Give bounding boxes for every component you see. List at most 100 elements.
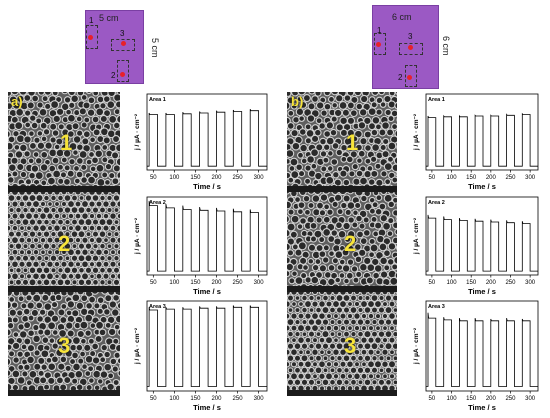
nanotube-pore — [20, 226, 25, 231]
nanotube-pore — [354, 325, 359, 330]
nanotube-pore — [382, 349, 388, 355]
nanotube-pore — [8, 358, 11, 366]
nanotube-pore — [359, 249, 366, 256]
nanotube-pore — [322, 343, 328, 349]
x-tick-label: 300 — [254, 280, 265, 286]
chart-title: Area 1 — [149, 97, 166, 103]
nanotube-pore — [23, 308, 30, 315]
nanotube-pore — [42, 96, 48, 102]
nanotube-pore — [109, 301, 116, 308]
nanotube-pore — [54, 261, 60, 267]
nanotube-pore — [17, 135, 25, 143]
nanotube-pore — [354, 373, 361, 380]
nanotube-pore — [380, 257, 388, 265]
nanotube-pore — [346, 156, 353, 163]
nanotube-pore — [15, 122, 23, 130]
nanotube-pore — [375, 314, 380, 319]
x-tick-label: 50 — [150, 175, 157, 181]
nanotube-pore — [365, 295, 370, 300]
nanotube-pore — [341, 156, 347, 162]
nanotube-pore — [99, 329, 106, 336]
nanotube-pore — [8, 237, 11, 242]
nanotube-pore — [96, 225, 102, 231]
nanotube-pore — [103, 225, 109, 231]
nanotube-pore — [364, 379, 370, 385]
nanotube-pore — [371, 129, 377, 135]
nanotube-pore — [330, 320, 335, 325]
nanotube-pore — [79, 108, 86, 115]
nanotube-pore — [388, 201, 394, 207]
nanotube-pore — [68, 273, 74, 279]
nanotube-pore — [93, 279, 99, 285]
nanotube-pore — [287, 349, 290, 355]
nanotube-pore — [331, 159, 338, 166]
nanotube-pore — [329, 343, 335, 349]
nanotube-pore — [9, 280, 14, 285]
nanotube-pore — [17, 351, 23, 357]
nanotube-pore — [337, 367, 343, 373]
nanotube-pore — [77, 144, 84, 151]
nanotube-pore — [9, 164, 17, 172]
nanotube-pore — [333, 374, 338, 379]
nanotube-pore — [61, 226, 66, 231]
nanotube-pore — [76, 171, 83, 178]
nanotube-pore — [55, 294, 61, 300]
nanotube-pore — [89, 201, 95, 207]
nanotube-pore — [16, 195, 22, 201]
nanotube-pore — [311, 135, 318, 142]
nanotube-pore — [37, 244, 42, 249]
nanotube-pore — [390, 326, 395, 331]
nanotube-pore — [358, 295, 363, 300]
nanotube-pore — [354, 301, 359, 306]
nanotube-pore — [305, 301, 312, 308]
nanotube-pore — [306, 350, 311, 355]
chart-title: Area 2 — [149, 200, 166, 206]
nanotube-pore — [42, 337, 49, 344]
nanotube-pore — [26, 201, 32, 207]
nanotube-pore — [395, 229, 397, 235]
nanotube-pore — [85, 355, 93, 363]
nanotube-pore — [319, 292, 324, 295]
nanotube-pore — [287, 362, 290, 367]
nanotube-pore — [92, 357, 99, 364]
nanotube-pore — [53, 115, 60, 122]
nanotube-pore — [299, 302, 304, 307]
nanotube-pore — [64, 178, 71, 185]
nanotube-pore — [358, 355, 364, 361]
nanotube-pore — [389, 337, 395, 343]
nanotube-pore — [360, 138, 367, 145]
nanotube-pore — [12, 370, 20, 378]
nanotube-pore — [322, 379, 329, 386]
nanotube-pore — [288, 295, 294, 301]
nanotube-pore — [364, 170, 371, 177]
nanotube-pore — [319, 123, 326, 130]
nanotube-pore — [69, 192, 74, 194]
nanotube-pore — [364, 355, 370, 361]
x-tick-label: 50 — [429, 280, 436, 286]
nanotube-pore — [45, 142, 52, 149]
nanotube-pore — [315, 343, 322, 350]
nanotube-pore — [350, 110, 357, 117]
nanotube-pore — [387, 156, 393, 162]
nanotube-pore — [72, 352, 79, 359]
nanotube-pore — [117, 237, 120, 243]
nanotube-pore — [16, 207, 22, 213]
nanotube-pore — [97, 96, 104, 103]
nanotube-pore — [295, 308, 300, 313]
nanotube-pore — [330, 379, 336, 385]
nanotube-pore — [340, 170, 347, 177]
nanotube-pore — [389, 92, 395, 96]
nanotube-pore — [82, 237, 88, 243]
nanotube-pore — [361, 373, 367, 379]
nanotube-pore — [347, 313, 352, 318]
sem-image-b-area-1 — [287, 92, 397, 192]
nanotube-pore — [287, 271, 290, 277]
sample-a-area-3-dot — [121, 41, 126, 46]
nanotube-pore — [96, 108, 104, 116]
nanotube-pore — [324, 131, 331, 138]
nanotube-pore — [332, 103, 338, 109]
nanotube-pore — [309, 368, 315, 374]
nanotube-pore — [372, 331, 378, 337]
